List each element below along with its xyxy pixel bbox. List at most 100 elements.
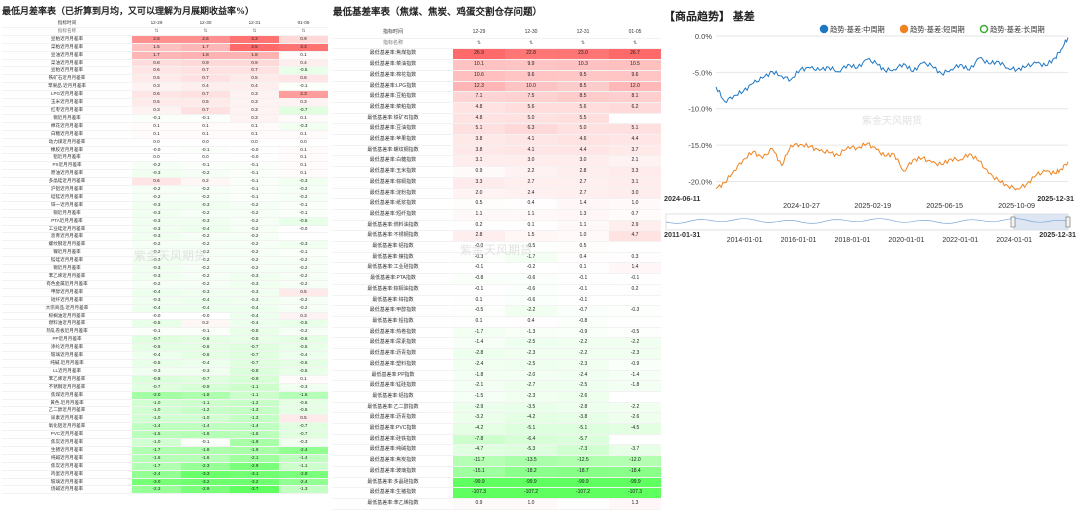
value-cell: -1.0 [132,438,181,447]
sort-icon[interactable]: ⇅ [557,38,609,50]
value-cell: 0.7 [181,90,230,100]
value-cell: -0.3 [279,383,328,392]
value-cell: -0.0 [132,146,181,155]
table-row: 豆粕近月月差率 0.6 0.7 0.7 -0.5 [2,66,328,76]
table-row: 动力煤近月月差率 0.0 0.0 0.0 0.0 [2,138,328,147]
value-cell: -0.2 [505,262,557,275]
basis-rate-date-header[interactable]: 12-30 [505,28,557,39]
value-cell: -0.1 [557,295,609,307]
basis-rate-date-header[interactable]: 12-29 [453,28,505,39]
value-cell: -0.2 [230,232,279,242]
value-cell: 12.3 [453,81,505,93]
value-cell: -0.1 [279,201,328,210]
value-cell: 0.5 [132,74,181,84]
sort-icon[interactable]: ⇅ [132,27,181,36]
value-cell: 22.8 [505,48,557,61]
value-cell: 1.5 [132,43,181,52]
month-spread-date-header[interactable]: 12-30 [181,20,230,28]
sort-icon[interactable]: ⇅ [505,38,557,50]
legend-item[interactable]: 趋势-基差:长周期 [979,24,1045,34]
table-row: 最低基差率:镍指数 -0.3 -1.7 0.4 0.3 [333,252,661,264]
value-cell: -0.1 [230,185,279,194]
value-cell: -18.2 [505,466,557,478]
row-name: 焦炭近月月差率 [2,462,132,471]
row-name: 原油近月月差率 [2,169,132,179]
navigator-handle-left[interactable] [1010,216,1016,228]
value-cell: -0.7 [181,375,230,384]
value-cell: 0.0 [132,153,181,163]
value-cell: -2.3 [181,462,230,471]
value-cell: -0.3 [132,225,181,234]
table-row: 最低基差率:沥青指数 -2.8 -2.3 -2.2 -2.3 [333,348,661,360]
row-name: 最低基差率:焦炭指数 [333,455,453,467]
value-cell: -0.6 [181,343,230,353]
value-cell: 1.7 [181,43,230,52]
value-cell: -0.1 [557,284,609,296]
row-name: 最低基差率:淀粉指数 [333,188,453,200]
value-cell: -4.5 [609,423,661,435]
value-cell [557,498,609,510]
value-cell: 9.6 [505,70,557,82]
month-spread-date-header[interactable]: 01-05 [279,20,328,28]
value-cell: -0.1 [230,193,279,202]
value-cell: -2.2 [505,305,557,317]
sort-icon[interactable]: ⇅ [181,27,230,36]
row-name: 玻璃近月月差率 [2,478,132,487]
value-cell: 9.6 [609,70,661,82]
value-cell: -2.0 [505,370,557,382]
value-cell: -2.2 [609,402,661,414]
sort-icon[interactable]: ⇅ [279,27,328,36]
basis-rate-date-header[interactable]: 01-05 [609,28,661,39]
navigator-tick-label: 2014-01-01 [727,237,763,244]
value-cell: 0.3 [609,252,661,264]
value-cell: -2.4 [453,359,505,371]
legend-item[interactable]: 趋势-基差:短周期 [899,24,965,34]
sort-icon[interactable]: ⇅ [230,27,279,36]
value-cell: 0.1 [181,122,230,131]
table-row: 最低基差率:螺纹钢指数 3.8 4.1 4.4 3.7 [333,145,661,157]
value-cell: -0.3 [132,217,181,226]
value-cell: 1.4 [557,198,609,210]
value-cell: -1.3 [230,414,279,424]
row-name: 玉米近月月差率 [2,98,132,107]
row-name: 纯碱.近月月差率 [2,359,132,368]
value-cell: -0.9 [230,375,279,384]
table-row: 最低基差率:锌指数 0.1 -0.6 -0.1 [333,295,661,307]
month-spread-date-header[interactable]: 12-29 [132,20,181,28]
table-row: 最低基差率:塑料指数 -2.4 -2.5 -2.3 -0.9 [333,359,661,371]
value-cell: 0.9 [453,498,505,510]
value-cell: 3.8 [453,145,505,157]
value-cell: 0.1 [279,169,328,179]
table-row: 有色金属近月月差率 -0.2 -0.2 -0.3 -0.2 [2,280,328,289]
value-cell: -0.9 [609,359,661,371]
value-cell: -0.3 [279,177,328,187]
value-cell: 0.1 [279,114,328,123]
value-cell: -0.3 [181,201,230,210]
value-cell: 4.4 [609,134,661,146]
legend-label: 趋势-基差:长周期 [990,25,1045,34]
row-name: 橡胶近月月差率 [2,146,132,155]
value-cell: -2.5 [557,380,609,392]
value-cell: -18.7 [557,466,609,478]
value-cell: -0.6 [279,335,328,345]
value-cell: -6.4 [505,434,557,446]
value-cell: -2.2 [557,348,609,360]
value-cell: 0.4 [230,82,279,92]
value-cell: 3.5 [230,43,279,52]
navigator-tick-label: 2024-01-01 [996,237,1032,244]
legend-item[interactable]: 趋势-基差:中周期 [819,24,885,34]
month-spread-date-header[interactable]: 12-31 [230,20,279,28]
x-tick-label: 2024-06-11 [664,194,700,203]
value-cell: 10.0 [505,81,557,93]
table-row: 黄色.近月月差率 -1.0 -1.1 -1.2 -0.6 [2,399,328,408]
navigator-handle-right[interactable] [1065,216,1071,228]
value-cell: 5.1 [609,123,661,136]
table-row: 沥青近月月差率 -0.3 -0.2 -0.2 [2,232,328,242]
value-cell: -0.3 [230,288,279,297]
basis-rate-date-header[interactable]: 12-31 [557,28,609,39]
sort-icon[interactable]: ⇅ [609,38,661,50]
value-cell: -1.4 [279,454,328,463]
value-cell: 0.5 [181,98,230,107]
value-cell: 2.6 [132,35,181,44]
sort-icon[interactable]: ⇅ [453,38,505,50]
